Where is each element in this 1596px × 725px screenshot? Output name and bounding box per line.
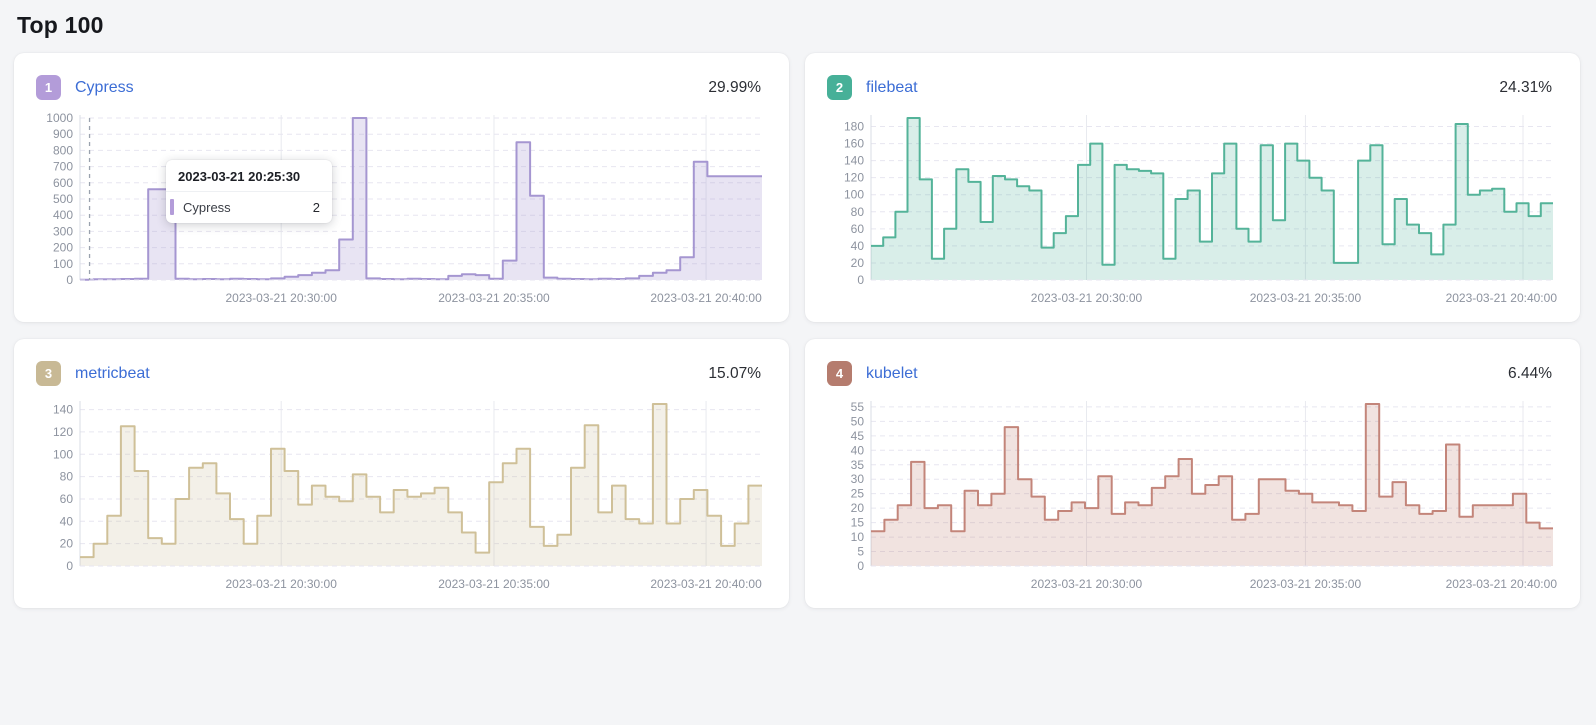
svg-text:40: 40 — [60, 514, 74, 528]
tooltip-series-label: Cypress — [183, 199, 231, 215]
svg-text:60: 60 — [851, 222, 865, 236]
card-header: 1 Cypress 29.99% — [36, 73, 767, 110]
svg-text:600: 600 — [53, 176, 73, 190]
series-name-link[interactable]: filebeat — [866, 78, 918, 96]
tooltip-series-value: 2 — [312, 199, 320, 215]
card-header: 4 kubelet 6.44% — [827, 359, 1558, 396]
chart-area: 2023-03-21 20:30:00 2023-03-21 20:35:00 20… — [36, 396, 767, 596]
svg-text:2023-03-21 20:35:00: 2023-03-21 20:35:00 — [1250, 577, 1362, 591]
svg-text:80: 80 — [60, 470, 74, 484]
percent-value: 24.31% — [1499, 78, 1552, 96]
percent-value: 29.99% — [708, 78, 761, 96]
svg-text:200: 200 — [53, 241, 73, 255]
page-title: Top 100 — [17, 12, 104, 38]
card-header: 2 filebeat 24.31% — [827, 73, 1558, 110]
chart-card-kubelet: 4 kubelet 6.44% 2023-03-21 20:30:00 2023-… — [805, 339, 1580, 608]
chart-card-metricbeat: 3 metricbeat 15.07% 2023-03-21 20:30:00 2… — [14, 339, 789, 608]
svg-text:2023-03-21 20:40:00: 2023-03-21 20:40:00 — [1446, 577, 1557, 591]
series-name-link[interactable]: Cypress — [75, 78, 134, 96]
series-name-link[interactable]: metricbeat — [75, 364, 150, 382]
percent-value: 6.44% — [1508, 364, 1552, 382]
svg-text:40: 40 — [851, 443, 865, 457]
svg-text:5: 5 — [857, 545, 864, 559]
chart-area: 2023-03-21 20:30:00 2023-03-21 20:35:00 20… — [827, 110, 1558, 310]
svg-text:2023-03-21 20:40:00: 2023-03-21 20:40:00 — [1446, 291, 1557, 305]
svg-text:45: 45 — [851, 429, 865, 443]
svg-text:120: 120 — [844, 171, 864, 185]
svg-text:800: 800 — [53, 143, 73, 157]
svg-text:100: 100 — [53, 257, 73, 271]
svg-text:2023-03-21 20:35:00: 2023-03-21 20:35:00 — [438, 577, 550, 591]
svg-text:2023-03-21 20:40:00: 2023-03-21 20:40:00 — [650, 577, 762, 591]
svg-text:55: 55 — [851, 400, 865, 414]
svg-text:30: 30 — [851, 472, 865, 486]
percent-value: 15.07% — [708, 364, 761, 382]
step-area-chart[interactable]: 2023-03-21 20:30:00 2023-03-21 20:35:00 20… — [36, 396, 766, 596]
svg-text:180: 180 — [844, 120, 864, 134]
svg-text:10: 10 — [851, 530, 865, 544]
svg-text:400: 400 — [53, 208, 73, 222]
tooltip-accent-bar — [170, 199, 174, 215]
chart-card-cypress: 1 Cypress 29.99% 2023-03-21 20:30:00 2023… — [14, 53, 789, 322]
svg-text:140: 140 — [53, 403, 73, 417]
svg-text:2023-03-21 20:40:00: 2023-03-21 20:40:00 — [650, 291, 762, 305]
rank-badge: 4 — [827, 361, 852, 386]
svg-text:2023-03-21 20:35:00: 2023-03-21 20:35:00 — [1250, 291, 1362, 305]
card-header: 3 metricbeat 15.07% — [36, 359, 767, 396]
svg-text:900: 900 — [53, 127, 73, 141]
charts-grid: 1 Cypress 29.99% 2023-03-21 20:30:00 2023… — [0, 53, 1596, 622]
rank-badge: 2 — [827, 75, 852, 100]
svg-text:40: 40 — [851, 239, 865, 253]
svg-text:100: 100 — [53, 447, 73, 461]
svg-text:500: 500 — [53, 192, 73, 206]
rank-badge: 1 — [36, 75, 61, 100]
svg-text:1000: 1000 — [46, 111, 73, 125]
svg-text:25: 25 — [851, 487, 865, 501]
svg-text:20: 20 — [851, 256, 865, 270]
svg-text:50: 50 — [851, 414, 865, 428]
rank-badge: 3 — [36, 361, 61, 386]
svg-text:160: 160 — [844, 137, 864, 151]
svg-text:0: 0 — [857, 559, 864, 573]
svg-text:2023-03-21 20:35:00: 2023-03-21 20:35:00 — [438, 291, 550, 305]
chart-area: 2023-03-21 20:30:00 2023-03-21 20:35:00 20… — [827, 396, 1558, 596]
svg-text:0: 0 — [66, 273, 73, 287]
svg-text:700: 700 — [53, 160, 73, 174]
svg-text:2023-03-21 20:30:00: 2023-03-21 20:30:00 — [1031, 577, 1143, 591]
svg-text:20: 20 — [851, 501, 865, 515]
svg-text:35: 35 — [851, 458, 865, 472]
step-area-chart[interactable]: 2023-03-21 20:30:00 2023-03-21 20:35:00 20… — [36, 110, 766, 310]
svg-text:0: 0 — [66, 559, 73, 573]
svg-text:0: 0 — [857, 273, 864, 287]
svg-text:20: 20 — [60, 537, 74, 551]
svg-text:120: 120 — [53, 425, 73, 439]
svg-text:100: 100 — [844, 188, 864, 202]
step-area-chart[interactable]: 2023-03-21 20:30:00 2023-03-21 20:35:00 20… — [827, 110, 1557, 310]
tooltip-series-row: Cypress 2 — [166, 192, 332, 216]
svg-text:140: 140 — [844, 154, 864, 168]
chart-area: 2023-03-21 20:30:00 2023-03-21 20:35:00 20… — [36, 110, 767, 310]
chart-tooltip: 2023-03-21 20:25:30 Cypress 2 — [166, 160, 332, 223]
tooltip-timestamp: 2023-03-21 20:25:30 — [166, 168, 332, 192]
step-area-chart[interactable]: 2023-03-21 20:30:00 2023-03-21 20:35:00 20… — [827, 396, 1557, 596]
svg-text:300: 300 — [53, 224, 73, 238]
series-name-link[interactable]: kubelet — [866, 364, 918, 382]
svg-text:2023-03-21 20:30:00: 2023-03-21 20:30:00 — [225, 577, 337, 591]
svg-text:2023-03-21 20:30:00: 2023-03-21 20:30:00 — [225, 291, 337, 305]
svg-text:15: 15 — [851, 516, 865, 530]
svg-text:2023-03-21 20:30:00: 2023-03-21 20:30:00 — [1031, 291, 1143, 305]
svg-text:80: 80 — [851, 205, 865, 219]
chart-card-filebeat: 2 filebeat 24.31% 2023-03-21 20:30:00 202… — [805, 53, 1580, 322]
svg-text:60: 60 — [60, 492, 74, 506]
